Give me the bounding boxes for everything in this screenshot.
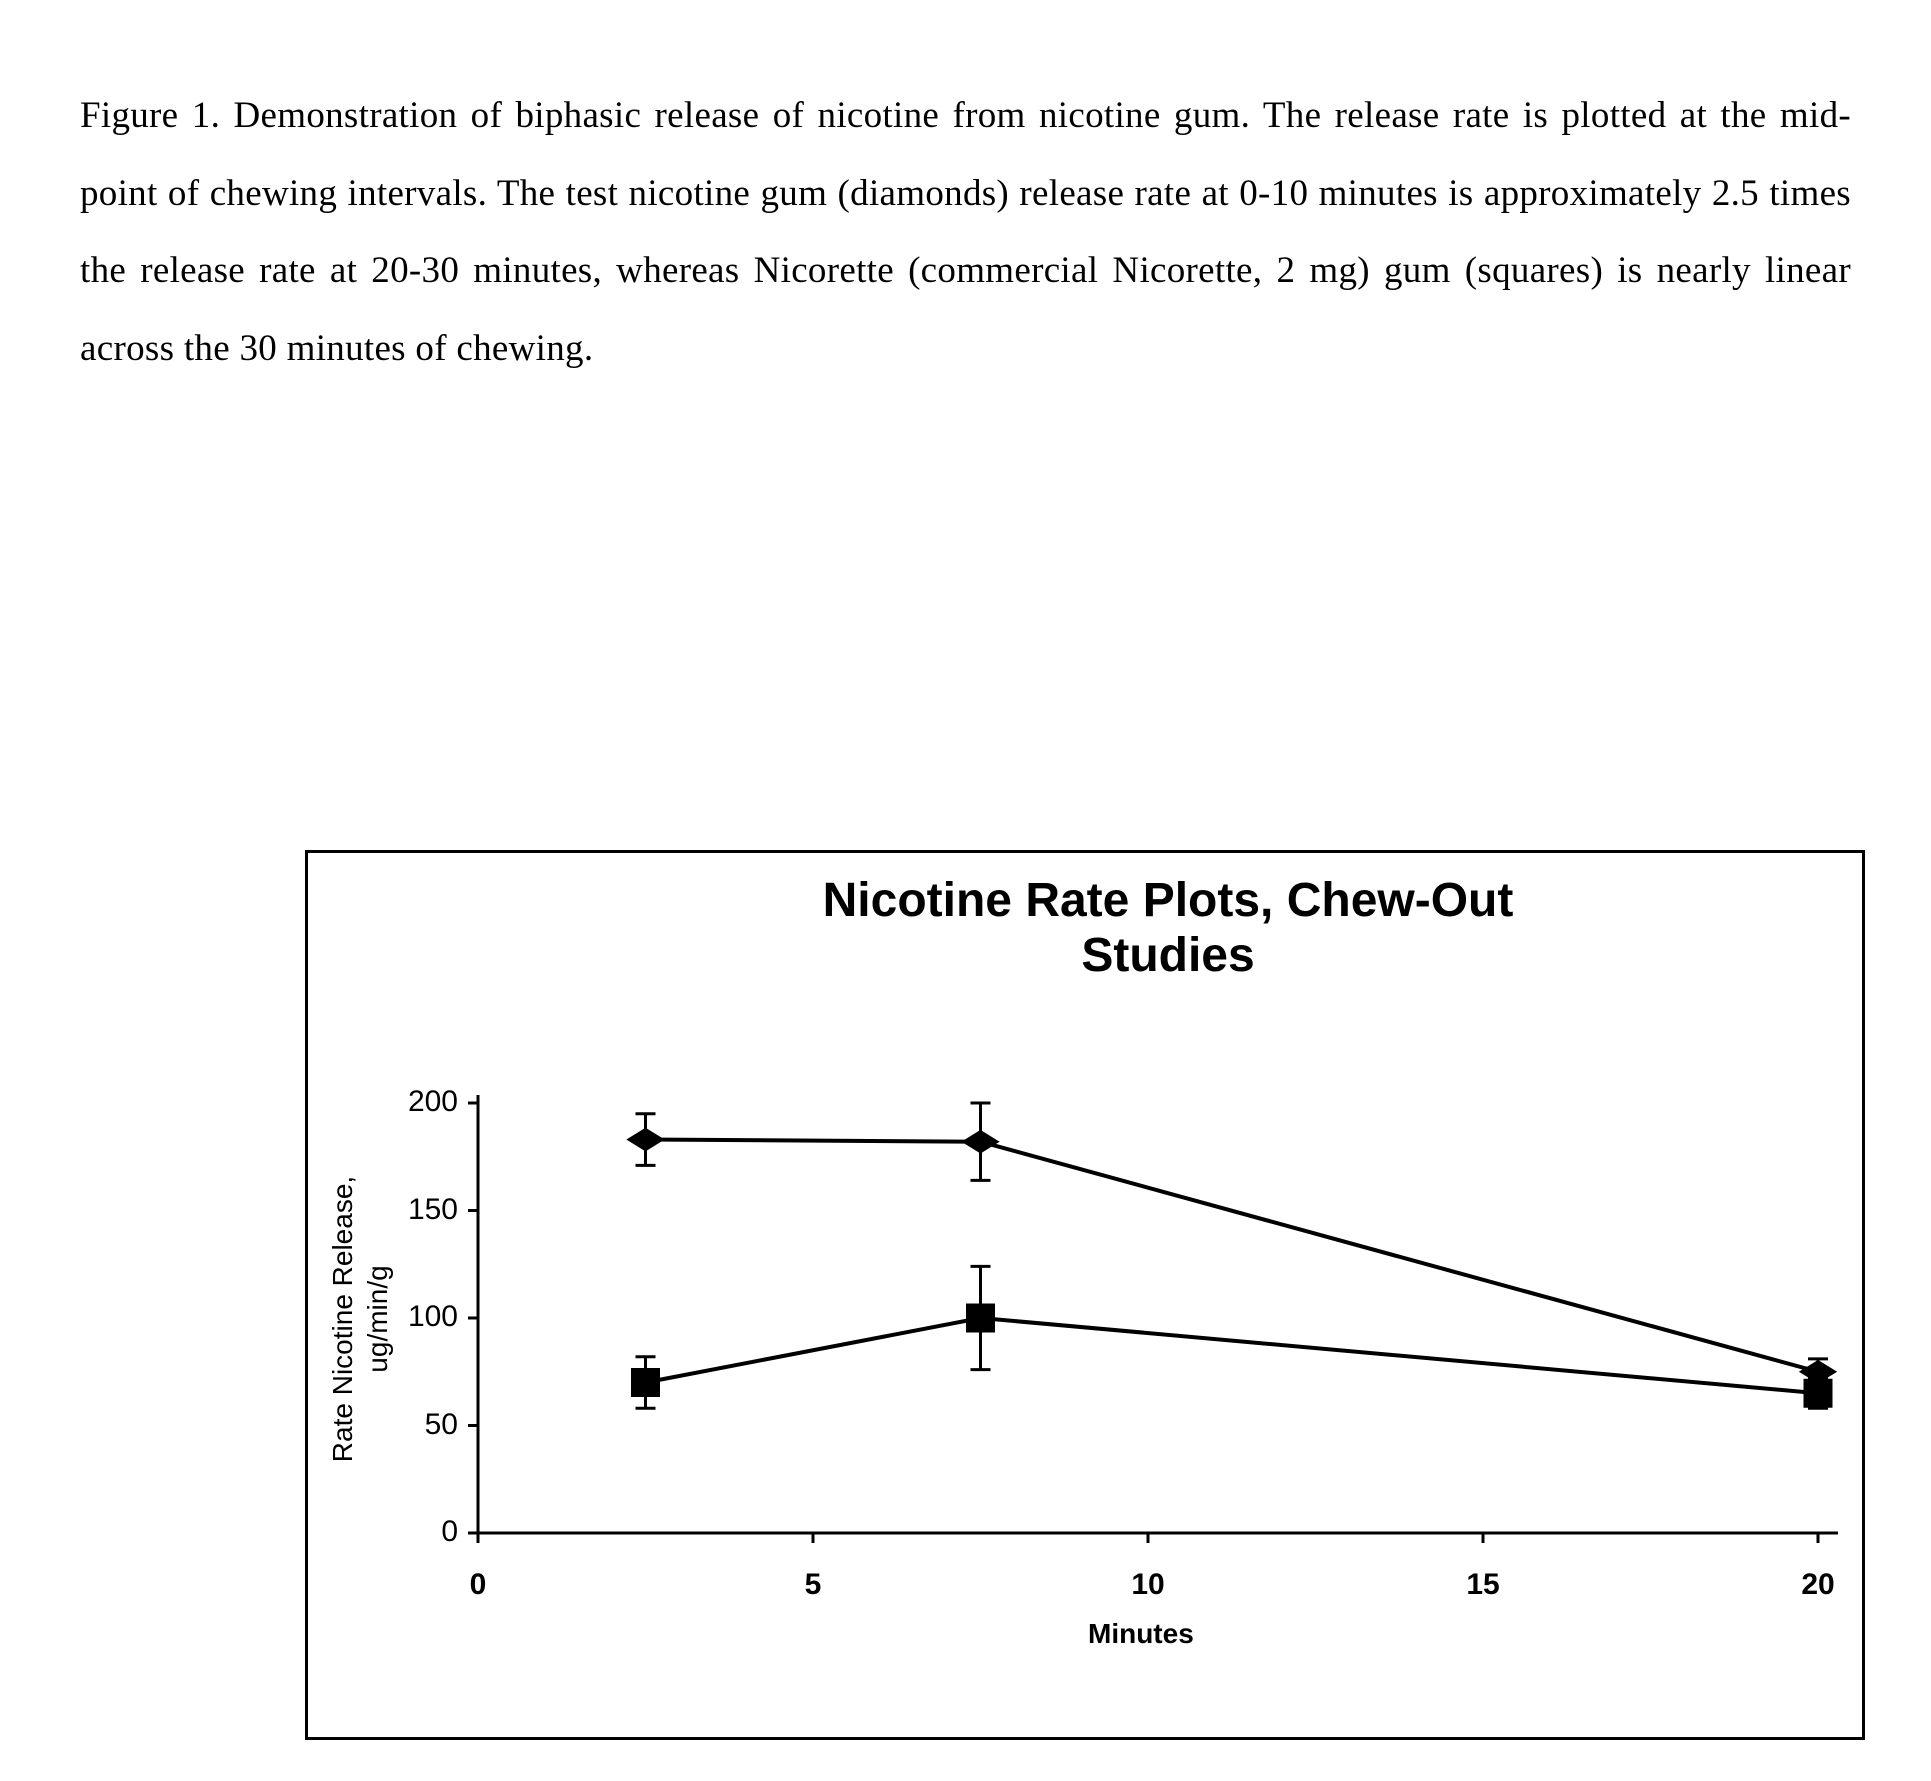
x-axis-label: Minutes [1088,1618,1194,1650]
plot-svg [463,1088,1833,1548]
y-axis-label-line1: Rate Nicotine Release, [327,1119,359,1519]
x-tick-label: 5 [773,1568,853,1602]
chart-title: Nicotine Rate Plots, Chew-Out Studies [668,873,1668,983]
x-tick-label: 15 [1443,1568,1523,1602]
x-tick-label: 10 [1108,1568,1188,1602]
figure-caption: Figure 1. Demonstration of biphasic rele… [80,77,1851,388]
y-tick-label: 50 [378,1408,458,1442]
plot-area [478,1103,1818,1533]
page: Figure 1. Demonstration of biphasic rele… [0,0,1931,1781]
x-tick-label: 20 [1778,1568,1858,1602]
x-tick-label: 0 [438,1568,518,1602]
chart-frame: Nicotine Rate Plots, Chew-Out Studies Ra… [305,850,1865,1740]
y-tick-label: 100 [378,1300,458,1334]
y-tick-label: 150 [378,1193,458,1227]
y-tick-label: 200 [378,1085,458,1119]
y-tick-label: 0 [378,1515,458,1549]
